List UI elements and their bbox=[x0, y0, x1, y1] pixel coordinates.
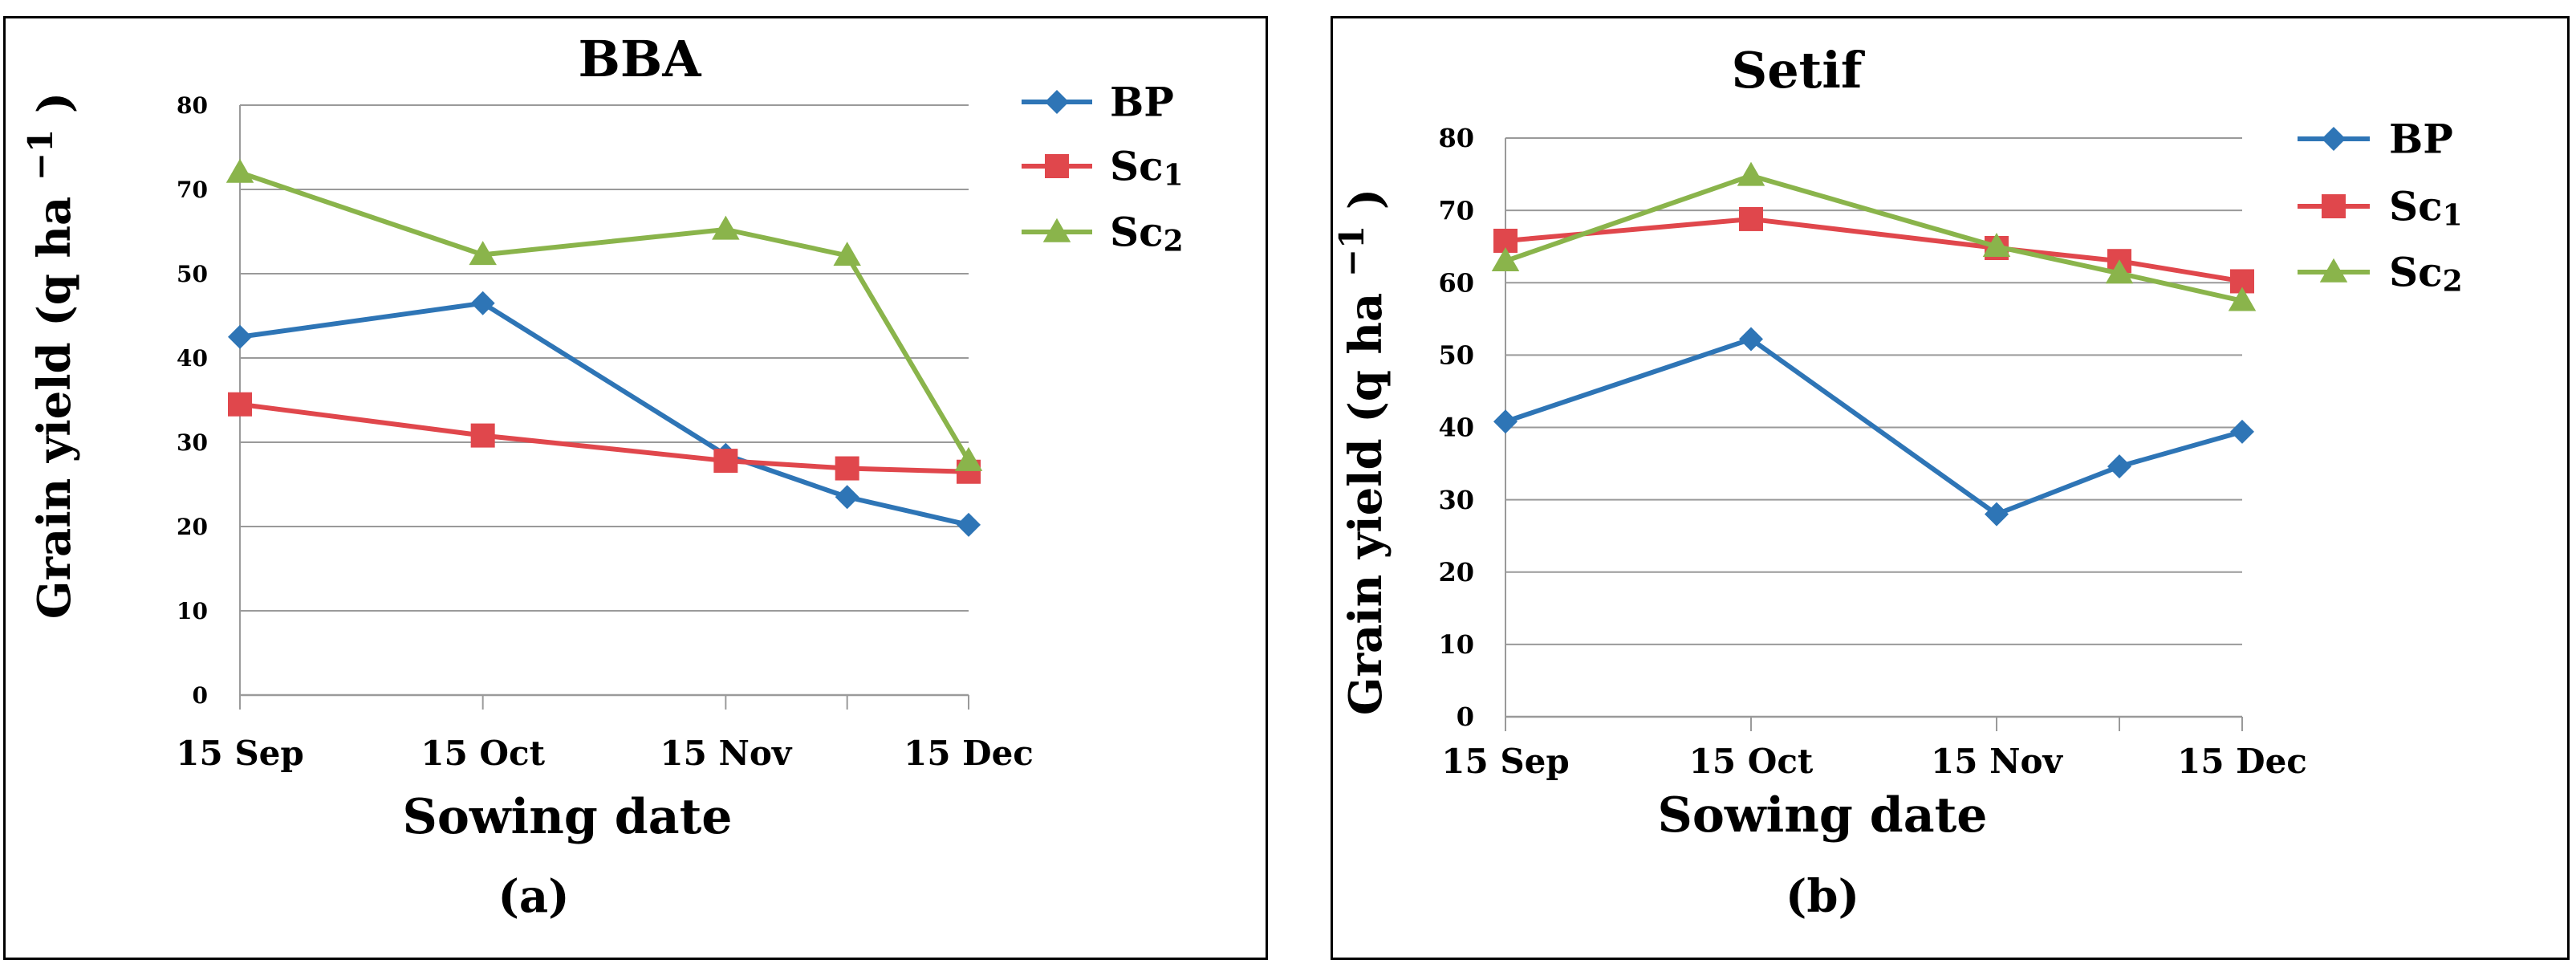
series-line-sc1 bbox=[1505, 216, 2243, 284]
data-point-sc2 bbox=[469, 241, 497, 266]
legend-label: BP bbox=[1110, 79, 1174, 126]
series-sc2 bbox=[1491, 161, 2257, 311]
data-point-bp bbox=[835, 485, 859, 510]
data-point-sc2 bbox=[1737, 161, 1765, 186]
legend-marker bbox=[2322, 127, 2346, 151]
gridlines bbox=[240, 104, 969, 696]
y-tick-label: 50 bbox=[1438, 340, 1474, 371]
y-axis-label: Grain yield (q ha −1 ) bbox=[1332, 189, 1392, 716]
x-tick-label: 15 Dec bbox=[904, 734, 1034, 773]
y-tick-label: 10 bbox=[1438, 629, 1474, 660]
data-point-bp bbox=[2230, 419, 2254, 444]
legend-marker bbox=[1042, 218, 1071, 242]
panel-label: (b) bbox=[1786, 870, 1859, 923]
legend-label: Sc1 bbox=[1110, 143, 1184, 193]
data-point-bp bbox=[470, 291, 495, 315]
y-tick-label: 20 bbox=[1438, 557, 1474, 588]
x-tick-label: 15 Sep bbox=[176, 734, 304, 773]
panel-label: (a) bbox=[498, 870, 569, 923]
x-tick-label: 15 Sep bbox=[1441, 742, 1570, 781]
y-tick-label: 70 bbox=[1438, 195, 1474, 226]
y-tick-label: 80 bbox=[1438, 123, 1474, 153]
data-point-bp bbox=[957, 512, 981, 537]
series-bp bbox=[1493, 327, 2254, 527]
chart-a: BBA 0 10 20 30 40 50 70 80 15 Sep 15 Oct 15 Nov 15 D… bbox=[21, 30, 1184, 923]
x-tick-label: 15 Nov bbox=[660, 734, 792, 773]
data-point-sc2 bbox=[833, 242, 861, 266]
x-tick-label: 15 Nov bbox=[1931, 742, 2063, 781]
y-tick-label: 0 bbox=[1457, 702, 1474, 732]
data-point-bp bbox=[1493, 409, 1518, 434]
chart-title: BBA bbox=[579, 30, 702, 88]
series-line-bp bbox=[239, 300, 969, 527]
data-point-sc2 bbox=[712, 215, 740, 240]
legend-entry-sc1: Sc1 bbox=[2298, 183, 2463, 233]
y-tick-label: 30 bbox=[177, 429, 208, 456]
legend-entry-bp: BP bbox=[2298, 116, 2453, 163]
series-sc1 bbox=[228, 392, 981, 484]
chart-b: Setif 0 10 20 30 40 50 60 70 80 15 Sep 15 Oct 15 Nov… bbox=[1332, 41, 2463, 923]
y-tick-label: 20 bbox=[177, 514, 208, 540]
legend-marker bbox=[1045, 90, 1069, 114]
series-sc2 bbox=[226, 158, 983, 471]
x-tick-label: 15 Dec bbox=[2177, 742, 2307, 781]
legend-label: Sc2 bbox=[1110, 209, 1184, 258]
data-point-sc1 bbox=[713, 449, 738, 474]
y-tick-label: 40 bbox=[177, 345, 208, 372]
y-tick-label: 80 bbox=[177, 92, 208, 119]
data-point-sc2 bbox=[1491, 246, 1520, 271]
panel-b: Setif 0 10 20 30 40 50 60 70 80 15 Sep 15 Oct 15 Nov… bbox=[1331, 16, 2570, 960]
series-bp bbox=[228, 291, 981, 537]
x-axis-label: Sowing date bbox=[403, 789, 733, 845]
legend-entry-sc2: Sc2 bbox=[1022, 209, 1184, 258]
x-tick-label: 15 Oct bbox=[1689, 742, 1814, 781]
y-tick-label: 70 bbox=[177, 177, 208, 203]
data-point-sc2 bbox=[226, 158, 254, 183]
legend-marker bbox=[2322, 194, 2346, 218]
legend-marker bbox=[1045, 154, 1069, 178]
data-point-bp bbox=[2107, 454, 2131, 479]
x-tick-label: 15 Oct bbox=[421, 734, 545, 773]
panel-a: BBA 0 10 20 30 40 50 70 80 15 Sep 15 Oct 15 Nov 15 D… bbox=[3, 16, 1268, 960]
legend-label: BP bbox=[2389, 116, 2453, 163]
legend-label: Sc2 bbox=[2389, 249, 2463, 299]
y-tick-label: 50 bbox=[177, 261, 208, 287]
legend-entry-sc1: Sc1 bbox=[1022, 143, 1184, 193]
data-point-bp bbox=[1985, 502, 2009, 527]
legend-entry-sc2: Sc2 bbox=[2298, 249, 2463, 299]
data-point-sc1 bbox=[228, 392, 252, 417]
data-point-bp bbox=[1739, 327, 1763, 352]
data-point-sc1 bbox=[470, 423, 495, 448]
y-tick-label: 40 bbox=[1438, 413, 1474, 443]
data-point-sc2 bbox=[1982, 232, 2011, 257]
data-point-sc2 bbox=[2228, 287, 2257, 311]
data-point-bp bbox=[228, 324, 252, 349]
legend-marker bbox=[2319, 258, 2348, 283]
chart-title: Setif bbox=[1731, 41, 1864, 100]
data-point-sc2 bbox=[2105, 259, 2134, 284]
series-line-sc1 bbox=[239, 401, 969, 474]
x-axis-label: Sowing date bbox=[1658, 787, 1988, 844]
legend-label: Sc1 bbox=[2389, 183, 2463, 233]
y-axis-label: Grain yield (q ha −1 ) bbox=[21, 92, 81, 620]
data-point-sc2 bbox=[954, 446, 983, 471]
y-tick-label: 10 bbox=[177, 598, 208, 624]
legend-entry-bp: BP bbox=[1022, 79, 1174, 126]
y-tick-label: 30 bbox=[1438, 485, 1474, 515]
y-tick-label: 0 bbox=[193, 682, 208, 709]
data-point-sc1 bbox=[835, 456, 859, 481]
data-point-sc1 bbox=[1739, 206, 1763, 231]
y-tick-label: 60 bbox=[1438, 267, 1474, 298]
